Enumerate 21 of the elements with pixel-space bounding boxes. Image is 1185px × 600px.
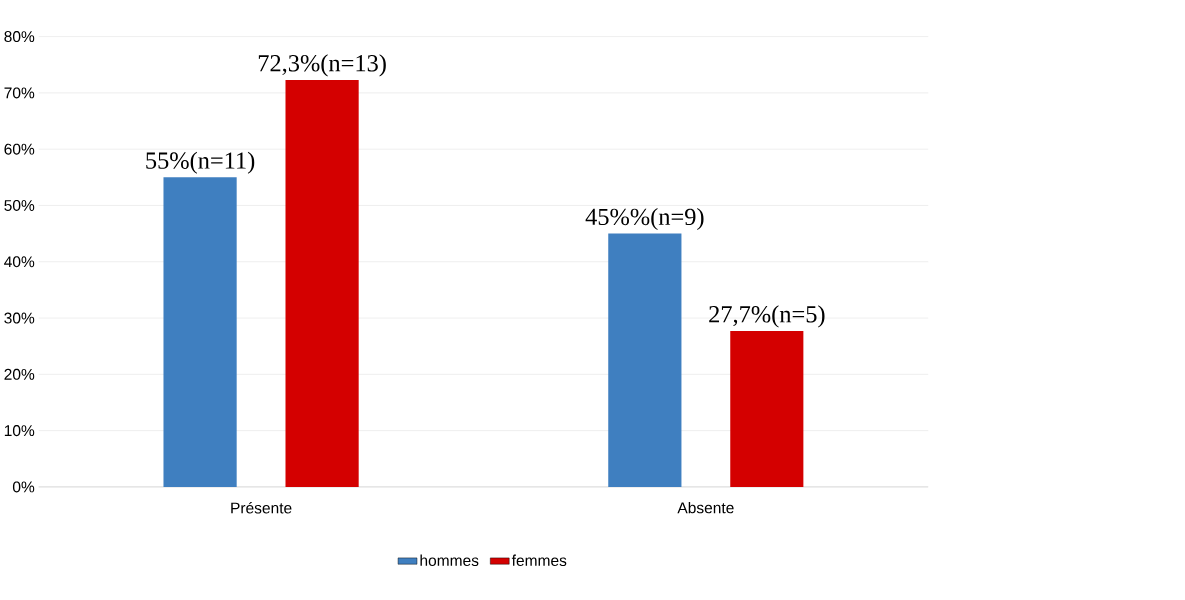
y-tick-label: 70%	[4, 87, 35, 99]
legend-label: hommes	[420, 554, 479, 567]
x-tick-label: Présente	[231, 501, 292, 514]
y-tick-label: 60%	[4, 143, 35, 155]
data-label: 45%%(n=9)	[585, 207, 704, 231]
y-tick-label: 0%	[12, 481, 35, 493]
y-tick-label: 20%	[4, 368, 35, 380]
data-label: 72,3%(n=13)	[258, 54, 386, 77]
legend-label: femmes	[511, 554, 567, 566]
data-label: 27,7%(n=5)	[709, 305, 825, 328]
bar	[730, 330, 804, 487]
y-tick-label: 10%	[4, 425, 35, 437]
bar	[285, 79, 359, 487]
y-tick-label: 50%	[4, 199, 35, 211]
bar	[608, 233, 682, 487]
bar	[163, 177, 237, 487]
data-label: 55%(n=11)	[146, 151, 255, 174]
y-tick-label: 30%	[4, 312, 35, 324]
y-tick-label: 40%	[4, 256, 35, 268]
y-tick-label: 80%	[4, 31, 35, 43]
x-tick-label: Absente	[677, 501, 734, 514]
